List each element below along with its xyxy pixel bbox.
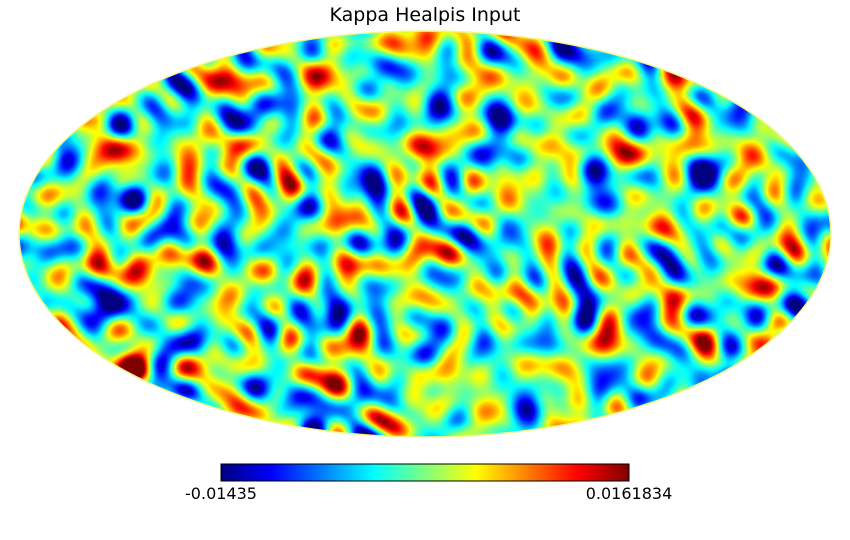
colorbar-min-label: -0.01435 [185,484,257,503]
map-outline [18,30,832,438]
chart-title: Kappa Healpis Input [329,4,521,26]
colorbar-max-label: 0.0161834 [585,484,673,503]
colorbar [220,463,630,482]
